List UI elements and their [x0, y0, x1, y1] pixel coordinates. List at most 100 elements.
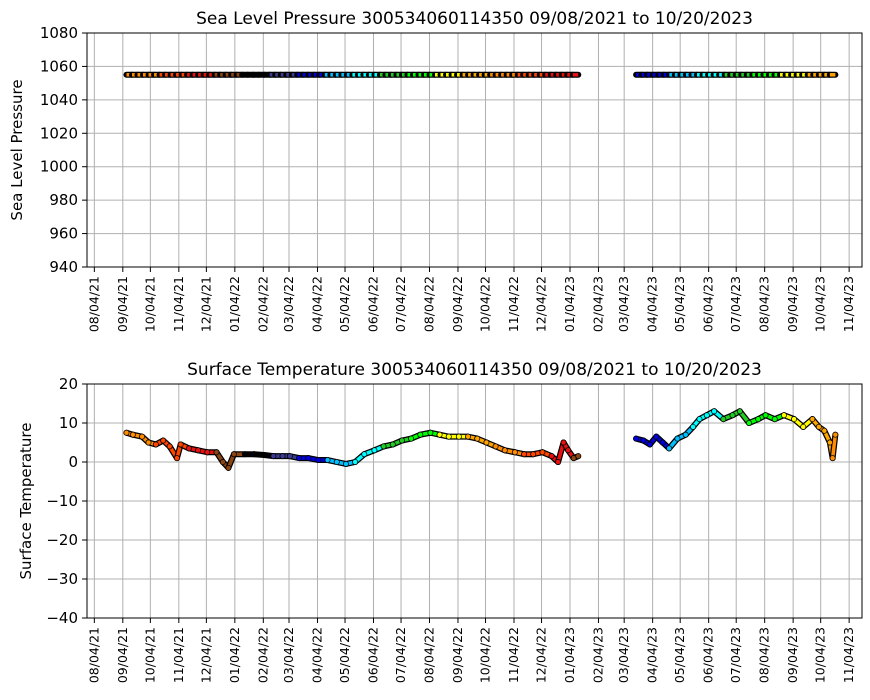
data-point	[755, 416, 762, 423]
x-tick-label: 11/04/22	[506, 276, 521, 332]
data-point	[261, 452, 268, 458]
data-point	[560, 439, 567, 446]
x-tick-label: 08/04/23	[757, 627, 772, 683]
data-point	[690, 423, 696, 430]
x-tick-label: 10/04/22	[478, 276, 493, 332]
x-tick-label: 09/04/21	[115, 276, 130, 332]
data-point	[646, 441, 653, 448]
y-tick-label: 960	[49, 225, 78, 243]
data-point	[521, 451, 528, 458]
data-point	[762, 412, 769, 419]
data-point	[696, 416, 703, 423]
x-tick-label: 04/04/22	[309, 627, 324, 683]
x-tick-label: 08/04/22	[422, 627, 437, 683]
data-point	[361, 451, 368, 458]
data-point	[565, 447, 572, 454]
y-tick-label: 1040	[40, 91, 78, 109]
x-tick-label: 01/04/23	[562, 276, 577, 332]
data-point	[399, 437, 405, 444]
data-point	[729, 412, 736, 419]
data-point	[241, 451, 248, 458]
x-tick-label: 08/04/21	[86, 276, 101, 332]
data-point	[389, 441, 396, 448]
data-point	[791, 416, 797, 423]
data-point	[305, 455, 312, 462]
x-tick-label: 03/04/22	[281, 276, 296, 332]
data-series	[123, 408, 839, 471]
chart-title: Sea Level Pressure 300534060114350 09/08…	[196, 9, 753, 29]
y-tick-label: 980	[49, 191, 78, 209]
data-point	[251, 451, 258, 458]
x-tick-label: 05/04/23	[672, 276, 687, 332]
data-point	[225, 464, 232, 471]
series-segment	[830, 432, 838, 460]
x-tick-label: 10/04/23	[813, 276, 828, 332]
data-point	[821, 427, 828, 434]
x-tick-label: 06/04/22	[365, 276, 380, 332]
data-point	[213, 449, 220, 456]
y-tick-label: −20	[46, 531, 78, 549]
data-point	[352, 459, 359, 465]
x-tick-label: 12/04/22	[534, 276, 549, 332]
x-tick-label: 03/04/22	[281, 627, 296, 683]
data-point	[780, 412, 787, 419]
data-point	[230, 451, 237, 458]
x-tick-label: 08/04/21	[86, 627, 101, 683]
y-tick-label: 20	[59, 375, 78, 393]
data-point	[166, 443, 173, 450]
x-tick-label: 09/04/23	[785, 276, 800, 332]
data-point	[315, 457, 322, 463]
x-tick-label: 11/04/23	[841, 276, 856, 332]
x-tick-label: 06/04/23	[701, 627, 716, 683]
x-tick-label: 09/04/23	[785, 627, 800, 683]
data-point	[123, 429, 130, 436]
x-tick-label: 12/04/21	[198, 627, 213, 683]
data-point	[555, 459, 562, 465]
x-tick-label: 12/04/21	[198, 276, 213, 332]
x-tick-label: 04/04/22	[309, 276, 324, 332]
data-point	[633, 435, 640, 442]
x-tick-label: 07/04/22	[393, 627, 408, 683]
data-point	[465, 433, 472, 440]
data-point	[160, 437, 167, 444]
data-point	[539, 449, 546, 456]
data-point	[674, 435, 681, 442]
data-point	[286, 453, 293, 460]
x-tick-label: 04/04/23	[645, 627, 660, 683]
x-tick-label: 09/04/22	[450, 627, 465, 683]
data-point	[204, 449, 211, 456]
y-axis-label: Surface Temperature	[17, 423, 35, 580]
data-point	[659, 439, 666, 446]
x-tick-label: 10/04/21	[142, 276, 157, 332]
x-tick-label: 05/04/22	[337, 627, 352, 683]
data-point	[771, 416, 778, 423]
x-tick-label: 05/04/22	[337, 276, 352, 332]
data-point	[145, 439, 152, 446]
x-tick-label: 08/04/22	[422, 276, 437, 332]
x-tick-label: 08/04/23	[757, 276, 772, 332]
y-tick-label: 940	[49, 258, 78, 276]
x-tick-label: 01/04/22	[227, 276, 242, 332]
data-point	[826, 439, 833, 446]
data-point	[174, 455, 180, 462]
plot-frame	[86, 32, 863, 268]
data-point	[455, 433, 462, 440]
y-tick-label: 1000	[40, 158, 78, 176]
data-point	[436, 431, 443, 438]
y-tick-label: −30	[46, 570, 78, 588]
y-tick-label: 1060	[40, 57, 78, 75]
y-tick-label: −40	[46, 609, 78, 627]
data-point	[800, 423, 807, 430]
data-point	[279, 453, 286, 460]
data-point	[666, 445, 673, 452]
data-point	[129, 431, 136, 438]
x-tick-label: 07/04/23	[728, 627, 743, 683]
data-point	[682, 431, 689, 438]
y-tick-label: 10	[59, 414, 78, 432]
y-tick-label: 0	[68, 453, 78, 471]
data-point	[575, 453, 582, 460]
data-point	[417, 431, 424, 438]
x-tick-label: 11/04/23	[841, 627, 856, 683]
data-point	[342, 461, 349, 467]
